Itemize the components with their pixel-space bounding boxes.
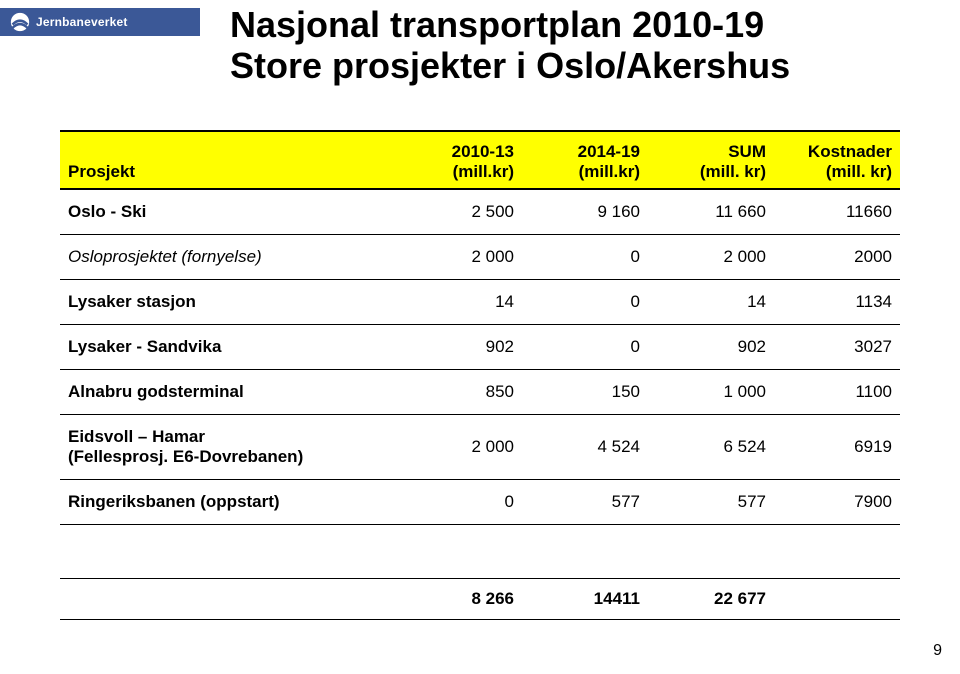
value-cell: 1134 (774, 280, 900, 325)
header-label: 2014-19 (578, 142, 640, 161)
logo-text: Jernbaneverket (36, 15, 128, 29)
table-body: Oslo - Ski2 5009 16011 66011660Osloprosj… (60, 189, 900, 525)
project-name-cell: Osloprosjektet (fornyelse) (60, 235, 396, 280)
totals-v3: 22 677 (648, 579, 774, 620)
table-row: Lysaker stasjon140141134 (60, 280, 900, 325)
header-label: (mill. kr) (700, 162, 766, 181)
value-cell: 902 (396, 325, 522, 370)
table-row: Lysaker - Sandvika90209023027 (60, 325, 900, 370)
logo-bar: Jernbaneverket (0, 8, 200, 36)
project-name-cell: Alnabru godsterminal (60, 370, 396, 415)
value-cell: 7900 (774, 480, 900, 525)
header-label: (mill.kr) (453, 162, 514, 181)
value-cell: 577 (648, 480, 774, 525)
value-cell: 3027 (774, 325, 900, 370)
project-name-cell: Ringeriksbanen (oppstart) (60, 480, 396, 525)
project-name-cell: Oslo - Ski (60, 189, 396, 235)
table-header-row: Prosjekt 2010-13 (mill.kr) 2014-19 (mill… (60, 131, 900, 189)
value-cell: 150 (522, 370, 648, 415)
value-cell: 2000 (774, 235, 900, 280)
totals-v2: 14411 (522, 579, 648, 620)
value-cell: 1 000 (648, 370, 774, 415)
header-label: SUM (728, 142, 766, 161)
title-line-1: Nasjonal transportplan 2010-19 (230, 4, 764, 45)
value-cell: 2 000 (396, 415, 522, 480)
value-cell: 9 160 (522, 189, 648, 235)
value-cell: 6919 (774, 415, 900, 480)
value-cell: 14 (648, 280, 774, 325)
value-cell: 2 500 (396, 189, 522, 235)
project-name-cell: Lysaker stasjon (60, 280, 396, 325)
header-label: 2010-13 (452, 142, 514, 161)
col-header-sum: SUM (mill. kr) (648, 131, 774, 189)
value-cell: 11 660 (648, 189, 774, 235)
value-cell: 14 (396, 280, 522, 325)
value-cell: 1100 (774, 370, 900, 415)
value-cell: 2 000 (396, 235, 522, 280)
col-header-2010-13: 2010-13 (mill.kr) (396, 131, 522, 189)
value-cell: 11660 (774, 189, 900, 235)
value-cell: 2 000 (648, 235, 774, 280)
value-cell: 4 524 (522, 415, 648, 480)
col-header-2014-19: 2014-19 (mill.kr) (522, 131, 648, 189)
totals-v4 (774, 579, 900, 620)
projects-table: Prosjekt 2010-13 (mill.kr) 2014-19 (mill… (60, 130, 900, 525)
value-cell: 850 (396, 370, 522, 415)
table-row: Eidsvoll – Hamar(Fellesprosj. E6-Dovreba… (60, 415, 900, 480)
header-label: Prosjekt (68, 162, 135, 181)
table-row: Alnabru godsterminal8501501 0001100 (60, 370, 900, 415)
col-header-cost: Kostnader (mill. kr) (774, 131, 900, 189)
header-label: Kostnader (mill. kr) (808, 142, 892, 181)
totals-v1: 8 266 (396, 579, 522, 620)
header-label: (mill.kr) (579, 162, 640, 181)
totals-row: 8 266 14411 22 677 (60, 578, 900, 620)
value-cell: 0 (522, 235, 648, 280)
value-cell: 577 (522, 480, 648, 525)
col-header-project: Prosjekt (60, 131, 396, 189)
title-line-2: Store prosjekter i Oslo/Akershus (230, 45, 790, 86)
table-row: Oslo - Ski2 5009 16011 66011660 (60, 189, 900, 235)
table-row: Ringeriksbanen (oppstart)05775777900 (60, 480, 900, 525)
page-number: 9 (933, 642, 942, 660)
project-name-cell: Eidsvoll – Hamar(Fellesprosj. E6-Dovreba… (60, 415, 396, 480)
page-title: Nasjonal transportplan 2010-19 Store pro… (230, 4, 790, 87)
value-cell: 0 (522, 280, 648, 325)
railway-logo-icon (10, 12, 30, 32)
table-row: Osloprosjektet (fornyelse)2 00002 000200… (60, 235, 900, 280)
value-cell: 0 (396, 480, 522, 525)
value-cell: 902 (648, 325, 774, 370)
totals-label (60, 579, 396, 620)
value-cell: 0 (522, 325, 648, 370)
value-cell: 6 524 (648, 415, 774, 480)
project-name-cell: Lysaker - Sandvika (60, 325, 396, 370)
